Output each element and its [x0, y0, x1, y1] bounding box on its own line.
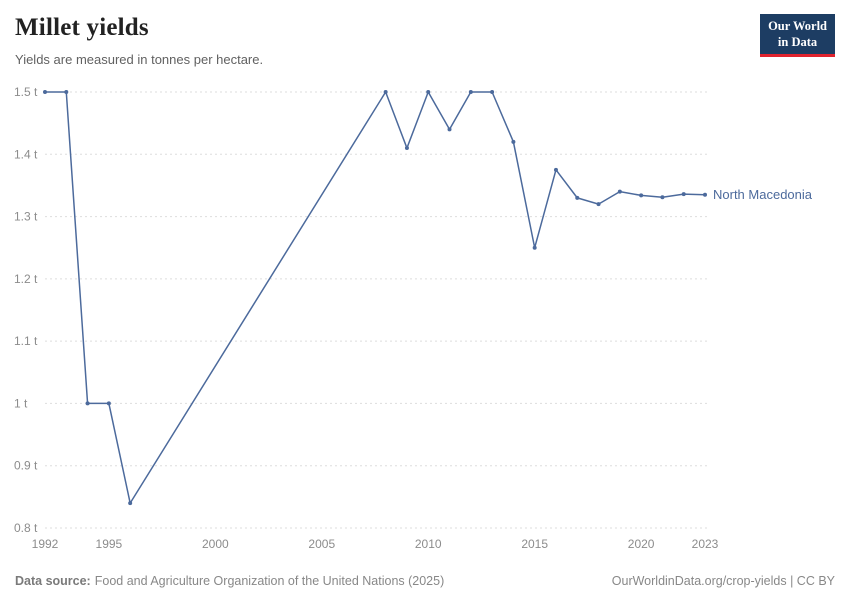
- line-chart[interactable]: 0.8 t 0.9 t 1 t 1.1 t 1.2 t 1.3 t 1.4 t 1.5 t 19…: [0, 76, 850, 568]
- y-axis-tick-label: 1 t: [14, 396, 28, 410]
- chart-title: Millet yields: [15, 14, 149, 41]
- data-point-marker[interactable]: [383, 90, 388, 94]
- series-entity-label[interactable]: North Macedonia: [713, 187, 813, 202]
- data-point-marker[interactable]: [426, 90, 431, 94]
- data-point-marker[interactable]: [703, 192, 707, 197]
- data-point-marker[interactable]: [128, 501, 133, 506]
- data-point-marker[interactable]: [447, 127, 452, 132]
- data-point-marker[interactable]: [532, 245, 537, 250]
- citation-link[interactable]: OurWorldinData.org/crop-yields | CC BY: [611, 574, 835, 588]
- x-axis-tick-label: 2020: [628, 537, 655, 551]
- data-point-marker[interactable]: [553, 167, 558, 172]
- data-source-text: Data source: Food and Agriculture Organiz…: [15, 574, 444, 588]
- x-axis-tick-label: 2015: [521, 537, 548, 551]
- data-point-marker[interactable]: [596, 202, 601, 207]
- data-point-marker[interactable]: [660, 195, 665, 200]
- data-source-value: Food and Agriculture Organization of the…: [94, 574, 445, 588]
- data-point-marker[interactable]: [468, 90, 473, 94]
- y-axis-tick-label: 1.5 t: [14, 85, 38, 99]
- x-axis-tick-label: 2005: [308, 537, 335, 551]
- y-axis-tick-label: 0.8 t: [14, 521, 38, 535]
- chart-footer: Data source: Food and Agriculture Organiz…: [15, 574, 835, 588]
- data-point-marker[interactable]: [106, 401, 111, 406]
- y-axis-tick-label: 1.3 t: [14, 210, 38, 224]
- x-axis-tick-label: 1995: [96, 537, 123, 551]
- logo-line-2: in Data: [777, 34, 818, 49]
- x-axis-tick-label: 2023: [692, 537, 719, 551]
- data-point-marker[interactable]: [404, 146, 409, 151]
- data-point-marker[interactable]: [639, 193, 644, 198]
- data-point-marker[interactable]: [511, 139, 516, 144]
- data-point-marker[interactable]: [85, 401, 90, 406]
- chart-subtitle: Yields are measured in tonnes per hectar…: [15, 52, 264, 67]
- owid-logo: Our World in Data: [760, 14, 835, 58]
- data-point-marker[interactable]: [64, 90, 69, 94]
- x-axis-tick-label: 1992: [32, 537, 59, 551]
- y-axis-tick-label: 1.1 t: [14, 334, 38, 348]
- x-axis-tick-label: 2010: [415, 537, 442, 551]
- chart-header: Millet yields Yields are measured in ton…: [15, 14, 835, 67]
- y-axis-tick-label: 1.2 t: [14, 272, 38, 286]
- y-axis-tick-label: 0.9 t: [14, 459, 38, 473]
- data-series-line[interactable]: [45, 91, 706, 504]
- logo-line-1: Our World: [768, 19, 827, 33]
- data-point-marker[interactable]: [43, 90, 47, 94]
- chart-header-titles: Millet yields Yields are measured in ton…: [15, 14, 263, 67]
- y-axis-tick-label: 1.4 t: [14, 147, 38, 161]
- data-point-marker[interactable]: [617, 189, 622, 194]
- data-point-marker[interactable]: [681, 192, 686, 197]
- data-point-marker[interactable]: [575, 195, 580, 200]
- data-point-marker[interactable]: [490, 90, 495, 94]
- data-source-label: Data source:: [15, 574, 91, 588]
- x-axis-tick-label: 2000: [202, 537, 229, 551]
